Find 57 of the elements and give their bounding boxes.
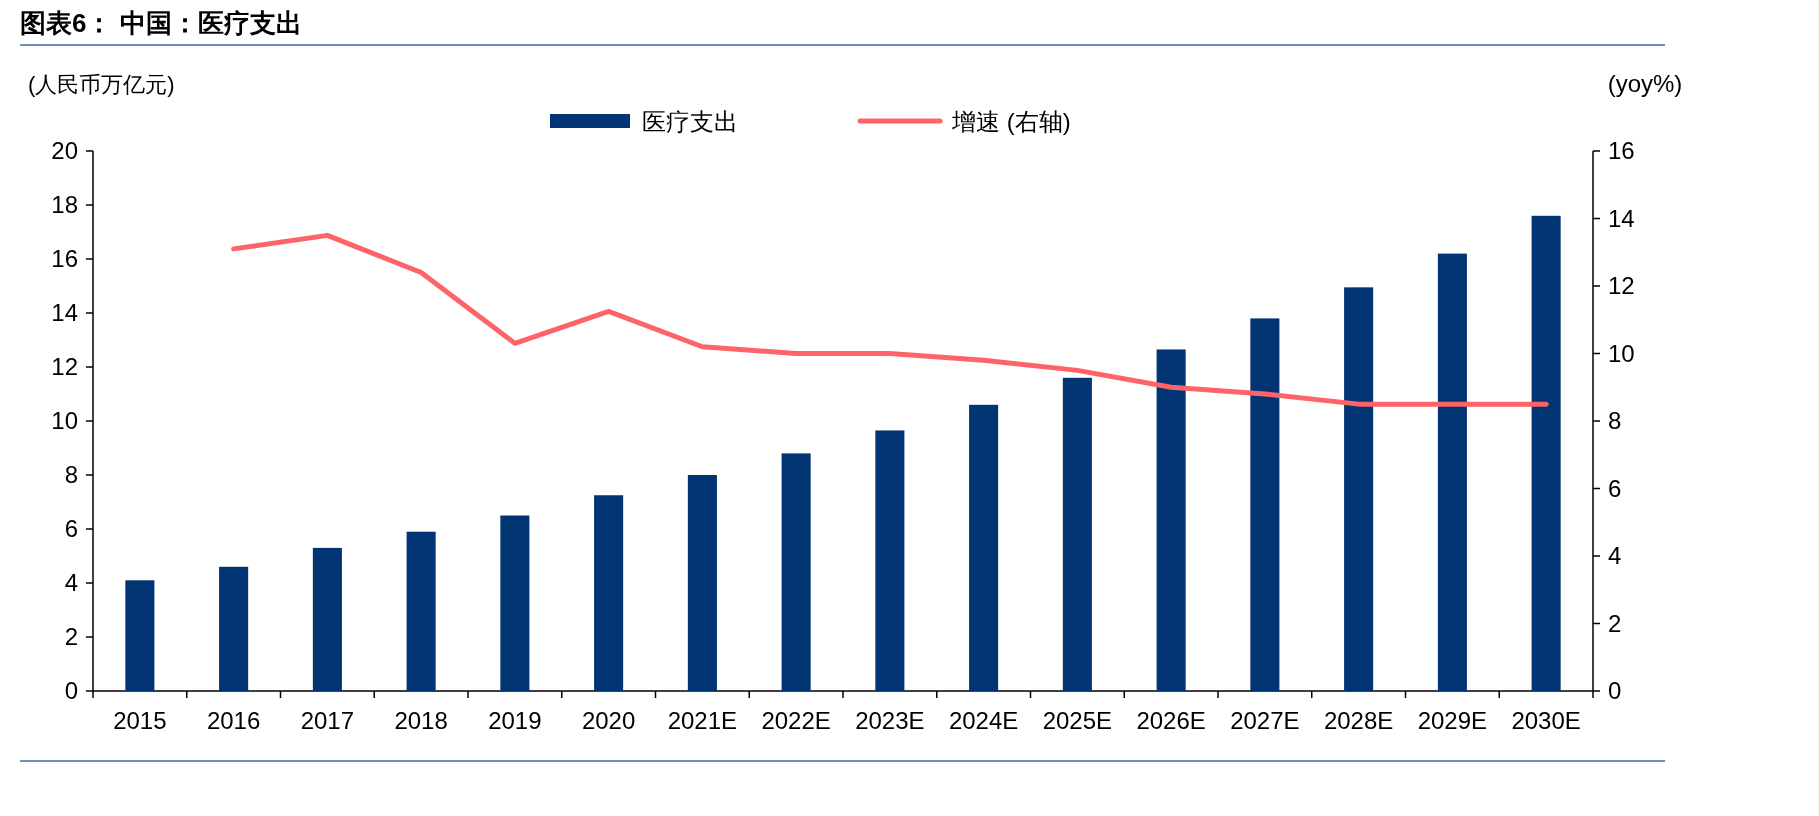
y-tick-label: 14 bbox=[51, 299, 78, 326]
chart-title: 图表6： 中国：医疗支出 bbox=[20, 8, 302, 38]
y-tick-label: 6 bbox=[64, 515, 78, 542]
bar bbox=[687, 475, 717, 691]
bar bbox=[1437, 253, 1467, 691]
y-tick-label: 10 bbox=[51, 407, 78, 434]
x-tick-label: 2026E bbox=[1136, 707, 1206, 734]
x-tick-label: 2020 bbox=[581, 707, 636, 734]
x-tick-label: 2018 bbox=[394, 707, 448, 734]
x-tick-label: 2030E bbox=[1511, 707, 1581, 734]
y-tick-label: 18 bbox=[51, 191, 78, 218]
y2-tick-label: 16 bbox=[1608, 137, 1635, 164]
y-axis-title: (人民币万亿元) bbox=[28, 72, 175, 97]
y2-tick-label: 10 bbox=[1608, 339, 1635, 367]
x-tick-label: 2021E bbox=[667, 707, 738, 734]
y2-tick-label: 14 bbox=[1608, 204, 1635, 232]
y2-tick-label: 2 bbox=[1608, 609, 1622, 637]
y-tick-label: 4 bbox=[64, 569, 78, 596]
y2-tick-label: 12 bbox=[1608, 272, 1635, 299]
y-tick-label: 16 bbox=[51, 245, 78, 272]
x-tick-label: 2029E bbox=[1417, 707, 1488, 734]
x-tick-label: 2025E bbox=[1042, 707, 1113, 734]
bar bbox=[125, 580, 155, 691]
bar bbox=[1062, 377, 1092, 691]
bar bbox=[969, 404, 999, 691]
y-tick-label: 8 bbox=[64, 461, 78, 488]
x-tick-label: 2027E bbox=[1230, 707, 1300, 734]
bar bbox=[312, 547, 342, 691]
y-tick-label: 12 bbox=[51, 353, 78, 380]
x-tick-label: 2017 bbox=[300, 707, 355, 734]
y2-tick-label: 8 bbox=[1608, 407, 1622, 434]
legend-label: 医疗支出 bbox=[642, 108, 738, 135]
bar bbox=[219, 566, 249, 691]
x-tick-label: 2016 bbox=[206, 707, 261, 734]
bar bbox=[1531, 215, 1561, 691]
x-tick-label: 2028E bbox=[1323, 707, 1394, 734]
x-tick-label: 2019 bbox=[488, 707, 542, 734]
y-tick-label: 0 bbox=[64, 677, 78, 704]
y2-tick-label: 0 bbox=[1608, 677, 1622, 704]
y2-tick-label: 6 bbox=[1608, 474, 1622, 502]
x-tick-label: 2024E bbox=[948, 707, 1019, 734]
y2-axis-title: (yoy%) bbox=[1607, 70, 1683, 97]
bar bbox=[594, 495, 624, 691]
y-tick-label: 20 bbox=[51, 137, 78, 164]
x-tick-label: 2022E bbox=[761, 707, 831, 734]
y2-tick-label: 4 bbox=[1608, 542, 1622, 569]
bar bbox=[1344, 287, 1374, 691]
legend-label: 增速 (右轴) bbox=[951, 108, 1071, 135]
y-tick-label: 2 bbox=[64, 623, 78, 650]
bar bbox=[875, 430, 905, 691]
x-tick-label: 2015 bbox=[113, 707, 167, 734]
bar bbox=[500, 515, 530, 691]
bar bbox=[1156, 349, 1186, 691]
x-tick-label: 2023E bbox=[855, 707, 925, 734]
bar bbox=[781, 453, 811, 691]
bar bbox=[1250, 318, 1280, 691]
bar bbox=[406, 531, 436, 691]
